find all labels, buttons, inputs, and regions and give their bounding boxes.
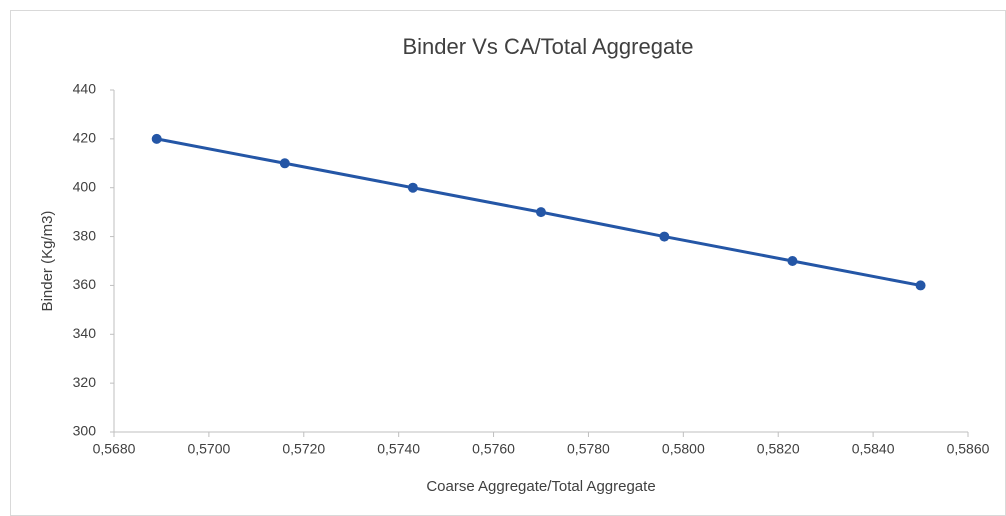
x-tick-label: 0,5720	[282, 441, 325, 457]
x-tick-label: 0,5740	[377, 441, 420, 457]
x-tick-label: 0,5680	[93, 441, 136, 457]
data-point	[659, 231, 670, 242]
x-tick-label: 0,5700	[187, 441, 230, 457]
x-tick-label: 0,5820	[757, 441, 800, 457]
y-tick-label: 340	[73, 325, 97, 341]
y-tick-label: 440	[73, 81, 97, 97]
x-tick-label: 0,5860	[947, 441, 990, 457]
y-tick-label: 320	[73, 374, 97, 390]
x-tick-label: 0,5760	[472, 441, 515, 457]
data-point	[279, 158, 290, 169]
chart-border	[10, 10, 1006, 516]
x-tick-label: 0,5780	[567, 441, 610, 457]
y-tick-label: 300	[73, 423, 97, 439]
x-axis-label: Coarse Aggregate/Total Aggregate	[426, 478, 655, 495]
y-tick-label: 380	[73, 227, 97, 243]
data-point	[787, 256, 798, 266]
x-tick-label: 0,5800	[662, 441, 705, 457]
data-point	[915, 280, 926, 291]
x-tick-label: 0,5840	[852, 441, 895, 457]
y-axis-label: Binder (Kg/m3)	[39, 211, 56, 312]
y-tick-label: 420	[73, 130, 97, 146]
y-tick-label: 360	[73, 276, 97, 292]
data-point	[536, 207, 546, 218]
data-point	[151, 133, 162, 144]
y-tick-label: 400	[73, 178, 97, 194]
data-point	[407, 182, 418, 193]
chart-title: Binder Vs CA/Total Aggregate	[402, 34, 693, 59]
